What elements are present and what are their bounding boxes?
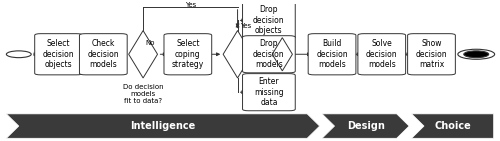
Text: Design: Design xyxy=(346,121,385,131)
FancyBboxPatch shape xyxy=(308,34,356,75)
Circle shape xyxy=(6,51,31,58)
Circle shape xyxy=(464,51,488,58)
Polygon shape xyxy=(412,114,494,138)
Text: Build
decision
models: Build decision models xyxy=(316,39,348,69)
Text: No: No xyxy=(146,40,155,46)
Text: Solve
decision
models: Solve decision models xyxy=(366,39,398,69)
FancyBboxPatch shape xyxy=(408,34,456,75)
FancyBboxPatch shape xyxy=(358,34,406,75)
Text: Select
coping
strategy: Select coping strategy xyxy=(172,39,204,69)
Text: Do decision
models
fit to data?: Do decision models fit to data? xyxy=(123,84,164,104)
Text: Intelligence: Intelligence xyxy=(130,121,196,131)
Text: Select
decision
objects: Select decision objects xyxy=(43,39,74,69)
FancyBboxPatch shape xyxy=(34,34,82,75)
Text: Show
decision
matrix: Show decision matrix xyxy=(416,39,448,69)
Text: Drop
decision
models: Drop decision models xyxy=(253,39,284,69)
FancyBboxPatch shape xyxy=(242,2,295,39)
Polygon shape xyxy=(322,114,409,138)
Text: Drop
decision
objects: Drop decision objects xyxy=(253,5,284,35)
Text: Enter
missing
data: Enter missing data xyxy=(254,77,284,107)
Text: Yes: Yes xyxy=(184,2,196,8)
FancyBboxPatch shape xyxy=(242,74,295,111)
Polygon shape xyxy=(272,38,292,71)
FancyBboxPatch shape xyxy=(164,34,212,75)
FancyBboxPatch shape xyxy=(80,34,127,75)
Text: Choice: Choice xyxy=(434,121,471,131)
Polygon shape xyxy=(223,31,252,78)
Text: Check
decision
models: Check decision models xyxy=(88,39,119,69)
Polygon shape xyxy=(6,114,320,138)
Text: Yes: Yes xyxy=(240,23,252,29)
FancyBboxPatch shape xyxy=(242,36,295,73)
Polygon shape xyxy=(128,31,158,78)
